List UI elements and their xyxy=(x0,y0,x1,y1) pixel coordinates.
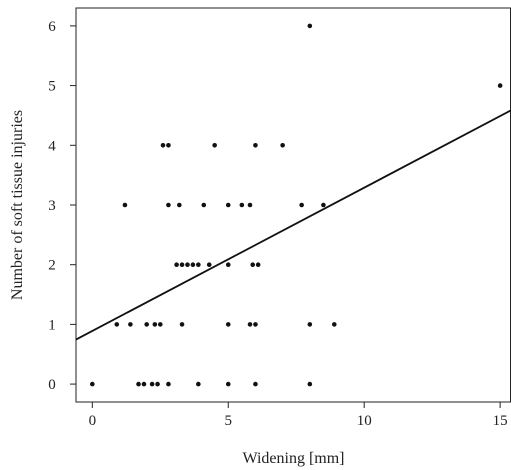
data-point xyxy=(196,262,201,267)
data-point xyxy=(255,262,261,267)
data-point xyxy=(201,202,207,208)
data-point xyxy=(90,381,95,387)
data-point xyxy=(280,143,285,148)
data-point xyxy=(247,202,253,208)
data-point xyxy=(196,381,201,387)
y-tick-label: 6 xyxy=(48,19,56,35)
data-point xyxy=(166,202,171,208)
x-tick-label: 5 xyxy=(225,413,233,429)
x-axis-label: Widening [mm] xyxy=(243,450,345,467)
plot-frame xyxy=(75,7,511,403)
y-tick-label: 5 xyxy=(48,79,56,95)
data-point xyxy=(206,262,212,267)
data-point xyxy=(185,262,190,267)
data-point xyxy=(160,143,166,148)
data-point xyxy=(307,23,313,29)
data-point xyxy=(190,262,196,267)
chart-marks xyxy=(76,23,511,387)
y-tick-label: 3 xyxy=(48,198,56,214)
plot-area xyxy=(75,7,511,403)
x-tick-label: 10 xyxy=(357,413,372,429)
axes: 0 5 10 15 0 1 2 3 4 5 6 xyxy=(48,19,507,429)
trend-line xyxy=(76,109,511,341)
data-point xyxy=(307,381,313,387)
data-point xyxy=(250,262,256,267)
y-tick-label: 2 xyxy=(48,258,56,274)
y-axis-label: Number of soft tissue injuries xyxy=(9,110,26,300)
y-tick-label: 4 xyxy=(48,138,56,154)
data-point xyxy=(141,381,147,387)
data-point xyxy=(253,143,258,148)
data-point xyxy=(114,322,120,327)
data-point xyxy=(144,322,149,327)
data-point xyxy=(157,322,163,327)
x-tick-label: 0 xyxy=(89,413,97,429)
data-point xyxy=(177,202,182,208)
data-point xyxy=(122,202,128,208)
data-point xyxy=(225,381,231,387)
data-point xyxy=(239,202,245,208)
data-point xyxy=(321,202,326,208)
data-point xyxy=(299,202,304,208)
y-tick-label: 0 xyxy=(48,377,56,393)
data-point xyxy=(179,322,185,327)
data-point xyxy=(152,322,158,327)
y-tick-label: 1 xyxy=(48,317,56,333)
data-point xyxy=(166,143,171,148)
data-point xyxy=(212,143,217,148)
data-point xyxy=(253,381,258,387)
data-point xyxy=(225,322,231,327)
data-point xyxy=(179,262,185,267)
data-point xyxy=(497,83,503,88)
data-point xyxy=(128,322,133,327)
data-point xyxy=(149,381,155,387)
x-tick-label: 15 xyxy=(493,413,508,429)
data-point xyxy=(225,202,231,208)
data-point xyxy=(225,262,231,267)
data-point xyxy=(174,262,179,267)
data-point xyxy=(253,322,258,327)
data-point xyxy=(307,322,313,327)
data-point xyxy=(331,322,337,327)
data-point xyxy=(166,381,171,387)
data-point xyxy=(155,381,160,387)
data-point xyxy=(247,322,253,327)
data-point xyxy=(136,381,141,387)
